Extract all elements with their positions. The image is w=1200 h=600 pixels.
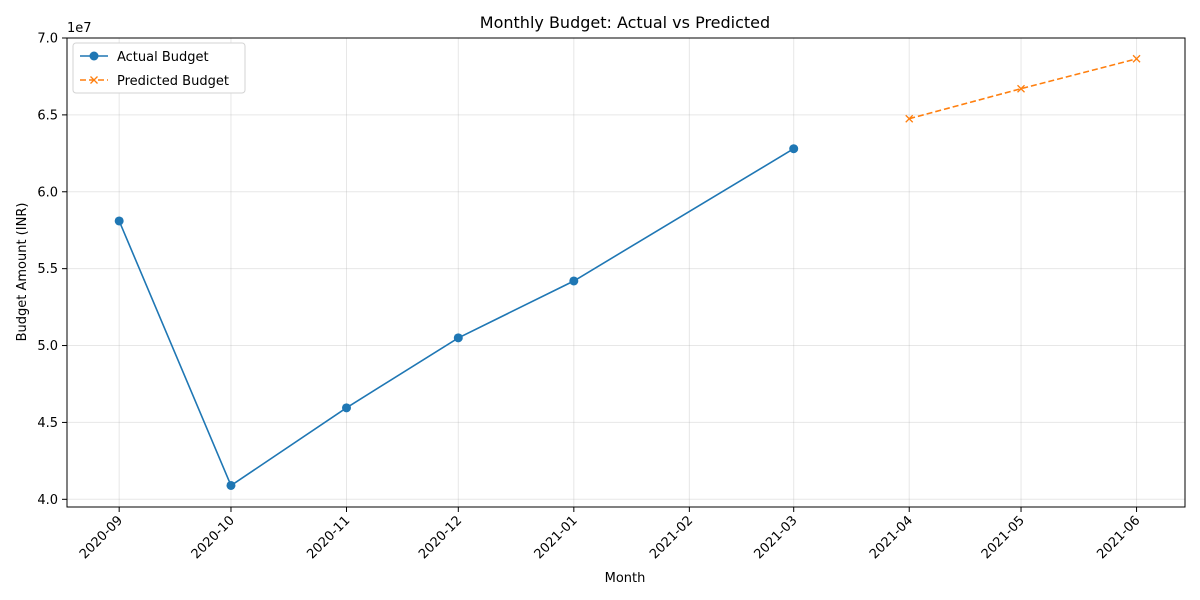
x-tick-label: 2020-11 <box>304 513 353 562</box>
data-point <box>905 114 914 123</box>
plot-area-frame <box>66 37 1186 508</box>
legend-marker <box>90 76 98 84</box>
x-axis-label: Month <box>605 571 646 586</box>
x-tick-label: 2021-03 <box>752 513 801 562</box>
data-point <box>114 216 124 226</box>
x-tick-label: 2021-02 <box>647 513 696 562</box>
y-tick-label: 6.0 <box>37 185 58 200</box>
data-point <box>342 403 351 413</box>
x-tick-label: 2021-06 <box>1094 513 1143 562</box>
legend-marker <box>89 51 99 61</box>
y-tick-label: 5.0 <box>37 339 58 354</box>
y-tick-label: 7.0 <box>37 32 58 47</box>
legend: Actual Budget Predicted Budget <box>72 42 246 94</box>
data-point <box>569 276 579 286</box>
data-point <box>1017 84 1025 93</box>
x-tick-label: 2020-10 <box>189 513 238 562</box>
data-point <box>453 333 463 343</box>
data-point <box>1132 54 1141 63</box>
y-tick-label: 4.5 <box>37 416 58 431</box>
x-axis: 2020-09 2020-10 2020-11 2020-12 2021-01 2021-… <box>77 507 1143 562</box>
y-axis: 4.0 4.5 5.0 5.5 6.0 6.5 7.0 <box>37 32 67 508</box>
legend-label: Actual Budget <box>117 50 209 65</box>
chart-title: Monthly Budget: Actual vs Predicted <box>480 13 770 32</box>
data-point <box>789 144 799 154</box>
grid <box>67 37 1185 507</box>
series-line <box>908 58 1137 120</box>
series-layer <box>114 54 1141 490</box>
y-tick-label: 6.5 <box>37 108 58 123</box>
legend-box <box>72 42 246 94</box>
y-tick-label: 4.0 <box>37 493 58 508</box>
x-tick-label: 2020-12 <box>416 513 465 562</box>
series-line <box>118 148 795 487</box>
x-tick-label: 2021-01 <box>532 513 581 562</box>
y-tick-label: 5.5 <box>37 262 58 277</box>
y-axis-offset-label: 1e7 <box>67 21 92 36</box>
x-tick-label: 2021-05 <box>979 513 1028 562</box>
x-tick-label: 2020-09 <box>77 513 126 562</box>
x-tick-label: 2021-04 <box>867 513 916 562</box>
data-point <box>226 480 236 490</box>
legend-label: Predicted Budget <box>117 74 229 89</box>
y-axis-label: Budget Amount (INR) <box>15 203 30 342</box>
